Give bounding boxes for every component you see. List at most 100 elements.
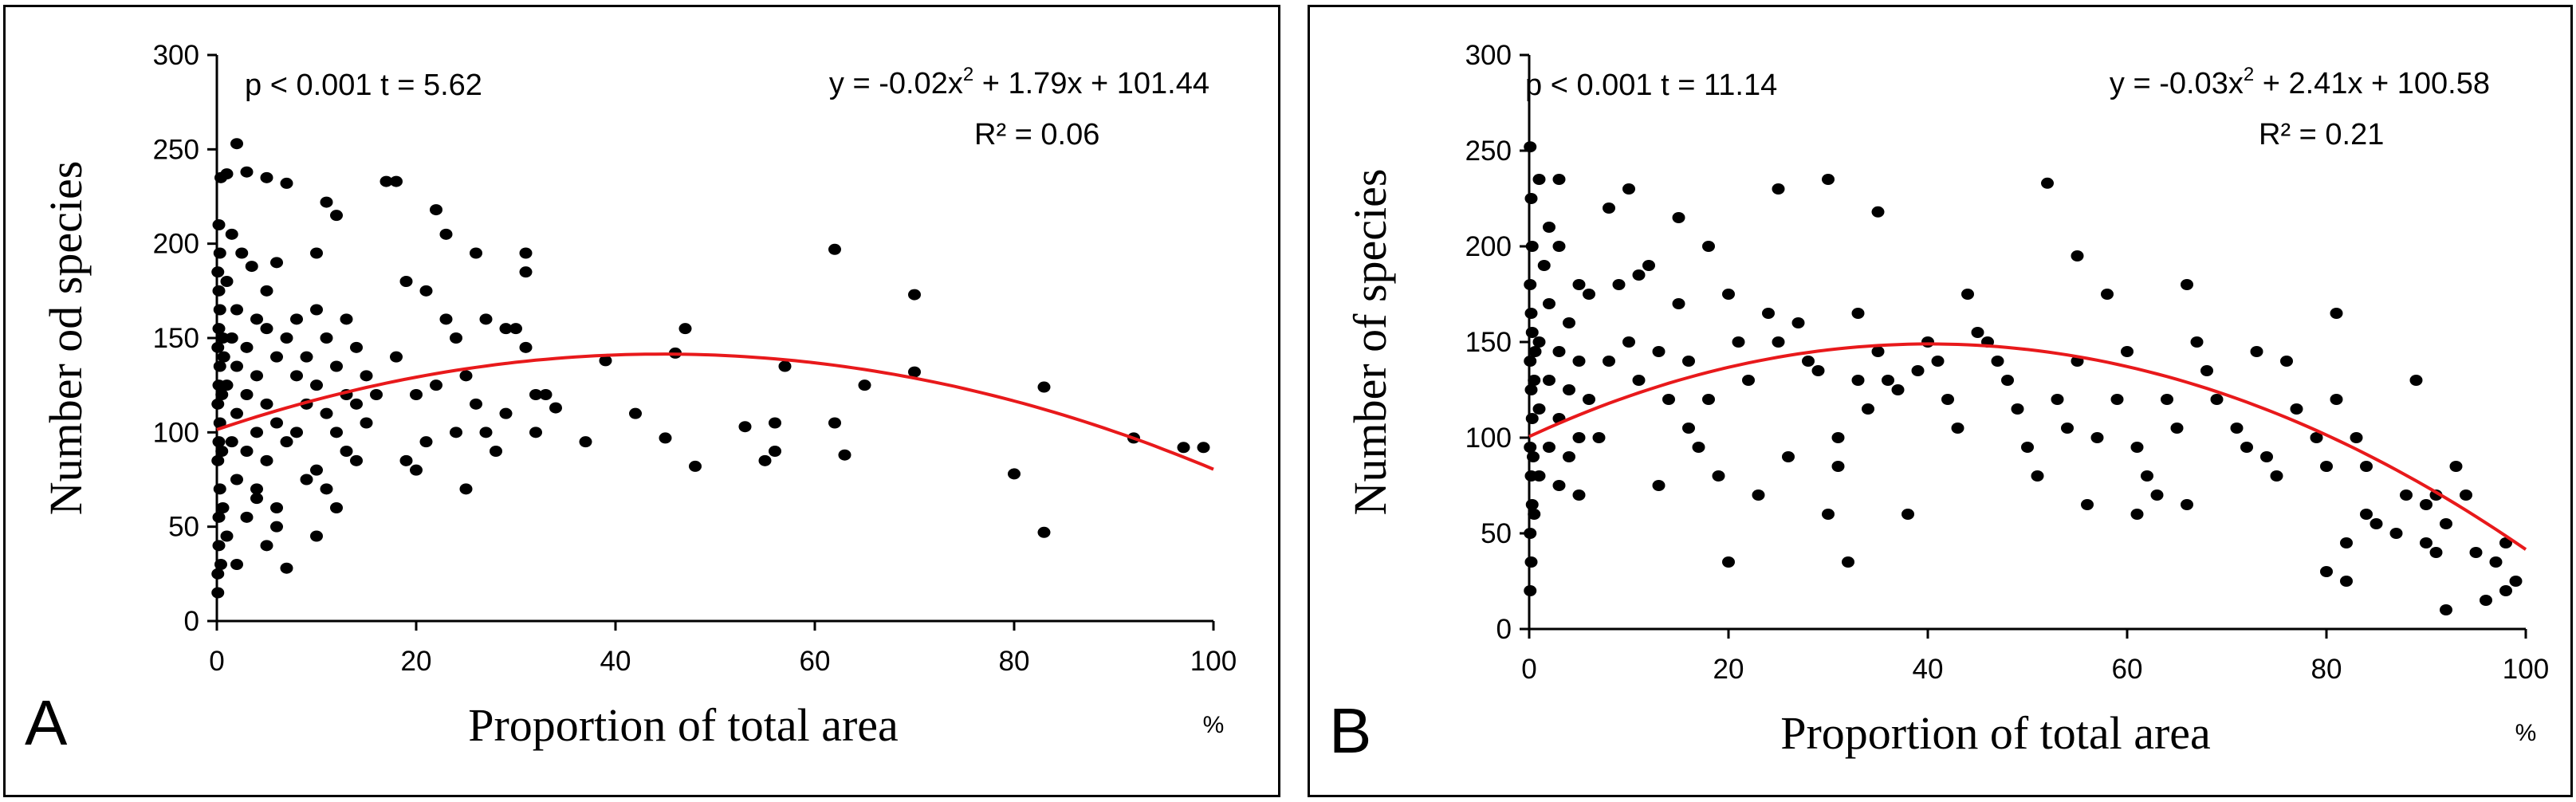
data-point <box>629 407 642 419</box>
data-point <box>1742 375 1755 386</box>
data-point <box>2429 489 2443 501</box>
data-point <box>1552 480 1566 491</box>
data-point <box>211 568 225 580</box>
data-point <box>320 407 333 419</box>
equation-exponent: 2 <box>2244 64 2254 85</box>
data-point <box>213 247 226 259</box>
data-point <box>1871 206 1885 218</box>
data-point <box>430 379 442 391</box>
data-point <box>360 370 373 382</box>
data-point <box>1592 432 1606 443</box>
equation-lhs: y = -0.02x <box>829 67 963 100</box>
data-point <box>2210 394 2224 405</box>
data-point <box>758 454 772 466</box>
x-tick-label: 20 <box>401 646 432 677</box>
data-point <box>399 276 413 287</box>
data-point <box>1532 470 1546 482</box>
data-point <box>470 247 482 259</box>
data-point <box>549 402 562 414</box>
chart-a: 0 50 100 150 200 250 300 0 20 40 60 80 100 Number od … <box>25 40 1237 758</box>
data-point <box>1811 365 1825 376</box>
data-point <box>220 276 234 287</box>
data-point <box>213 417 226 429</box>
data-point <box>2071 250 2084 261</box>
data-point <box>529 389 542 400</box>
data-point <box>1572 489 1586 501</box>
y-tick-label: 100 <box>153 417 199 448</box>
data-point <box>1692 442 1705 453</box>
data-point <box>1583 394 1595 405</box>
data-point <box>828 243 841 255</box>
x-tick-label: 40 <box>600 646 631 677</box>
data-point <box>450 427 462 438</box>
data-point <box>1941 394 1954 405</box>
data-point <box>1902 509 1914 520</box>
data-point <box>235 247 249 259</box>
data-point <box>1822 509 1835 520</box>
data-point <box>1572 356 1586 367</box>
data-point <box>2420 537 2432 548</box>
data-point <box>1563 317 1575 328</box>
data-point <box>1762 308 1775 319</box>
y-tick-label: 50 <box>1481 518 1512 549</box>
data-point <box>1931 356 1945 367</box>
x-unit-label: % <box>2515 720 2537 746</box>
data-point <box>499 323 513 335</box>
data-point <box>1622 183 1635 195</box>
data-point <box>470 398 482 410</box>
data-point <box>290 370 303 382</box>
data-point <box>390 351 403 363</box>
data-point <box>300 351 313 363</box>
data-point <box>215 446 229 457</box>
data-point <box>215 389 229 400</box>
data-point <box>2389 528 2403 539</box>
data-point <box>1603 202 1615 214</box>
r-squared-annotation: R² = 0.06 <box>974 118 1099 151</box>
data-point <box>2181 279 2193 290</box>
data-point <box>1802 356 1815 367</box>
x-tick-label: 40 <box>1913 654 1944 685</box>
data-point <box>350 341 363 353</box>
data-point <box>1524 308 1538 319</box>
data-point <box>250 483 263 495</box>
data-point <box>1961 289 1974 300</box>
data-point <box>340 313 353 325</box>
data-point <box>1871 346 1885 357</box>
data-point <box>320 332 333 344</box>
data-point <box>1552 346 1566 357</box>
data-point <box>490 446 502 457</box>
data-point <box>280 332 293 344</box>
data-point <box>908 289 921 301</box>
data-point <box>216 502 230 513</box>
data-point <box>2121 346 2134 357</box>
data-point <box>1572 432 1586 443</box>
data-point <box>211 266 225 278</box>
data-point <box>2340 537 2353 548</box>
data-point <box>1782 451 1795 462</box>
data-point <box>245 261 258 273</box>
fit-equation: y = -0.03x2 + 2.41x + 100.58 <box>2110 64 2490 100</box>
data-point <box>1583 289 1595 300</box>
data-point <box>689 460 702 472</box>
data-point <box>2130 509 2144 520</box>
data-point <box>2429 547 2443 558</box>
data-point <box>211 587 225 599</box>
y-tick-label: 250 <box>153 134 199 165</box>
data-point <box>260 454 273 466</box>
data-point <box>769 446 781 457</box>
data-point <box>419 436 433 448</box>
data-point <box>1851 308 1865 319</box>
x-tick-label: 0 <box>209 646 224 677</box>
data-point <box>230 474 243 486</box>
regression-curve <box>1528 342 2527 551</box>
data-point <box>260 285 273 297</box>
y-tick-label: 250 <box>1465 136 1512 167</box>
data-point <box>2320 461 2333 472</box>
data-point <box>360 417 373 429</box>
data-point <box>838 449 851 461</box>
data-point <box>260 323 273 335</box>
data-point <box>419 285 433 297</box>
chart-b: 0 50 100 150 200 250 300 0 20 40 60 80 100 Number of … <box>1329 40 2549 766</box>
data-point <box>2041 177 2054 189</box>
data-point <box>659 432 672 444</box>
